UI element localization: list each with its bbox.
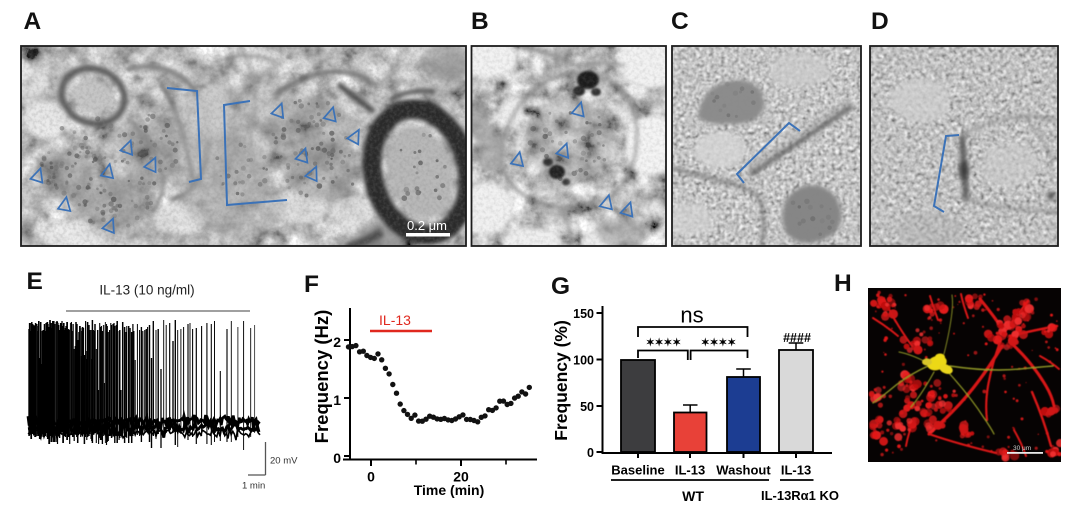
svg-text:IL-13: IL-13	[379, 312, 411, 328]
svg-text:####: ####	[783, 331, 811, 345]
svg-text:Baseline: Baseline	[611, 463, 664, 478]
svg-text:Washout: Washout	[716, 463, 771, 478]
svg-text:IL-13: IL-13	[675, 463, 705, 478]
svg-text:20: 20	[453, 469, 469, 485]
svg-text:1: 1	[333, 392, 341, 408]
svg-text:IL-13: IL-13	[781, 463, 811, 478]
svg-text:1 min: 1 min	[242, 481, 265, 492]
svg-text:0: 0	[587, 446, 594, 460]
svg-text:50: 50	[580, 400, 594, 414]
svg-text:0.2 μm: 0.2 μm	[407, 218, 447, 233]
svg-text:30 μm: 30 μm	[1013, 445, 1031, 452]
svg-text:0: 0	[367, 469, 375, 485]
svg-text:20 mV: 20 mV	[270, 456, 298, 467]
svg-text:2: 2	[333, 334, 341, 350]
svg-text:100: 100	[573, 354, 594, 368]
svg-text:WT: WT	[682, 488, 704, 504]
svg-text:Time (min): Time (min)	[414, 482, 485, 498]
svg-text:IL-13Rα1 KO: IL-13Rα1 KO	[761, 488, 839, 503]
svg-text:Frequency (%): Frequency (%)	[551, 320, 571, 441]
svg-text:IL-13 (10 ng/ml): IL-13 (10 ng/ml)	[99, 283, 194, 298]
svg-text:0: 0	[333, 450, 341, 466]
svg-text:150: 150	[573, 307, 594, 321]
svg-text:Frequency (Hz): Frequency (Hz)	[311, 310, 332, 444]
svg-text:ns: ns	[680, 303, 703, 328]
